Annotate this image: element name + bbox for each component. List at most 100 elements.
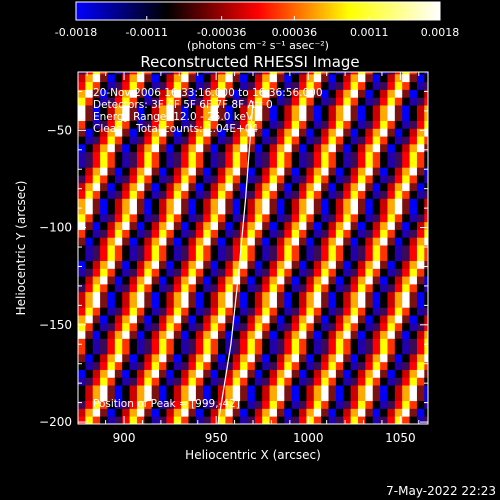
heatmap-cell [100, 89, 108, 98]
heatmap-cell [144, 213, 153, 223]
heatmap-cell [343, 392, 352, 402]
heatmap-cell [129, 190, 138, 199]
heatmap-cell [358, 369, 366, 378]
heatmap-cell [365, 73, 374, 83]
heatmap-cell [129, 245, 138, 254]
heatmap-cell [129, 159, 138, 168]
heatmap-cell [78, 416, 86, 424]
heatmap-cell [262, 315, 270, 324]
heatmap-cell [85, 330, 94, 339]
heatmap-cell [284, 361, 293, 370]
heatmap-cell [100, 143, 108, 153]
heatmap-cell [394, 198, 403, 207]
heatmap-cell [92, 198, 101, 207]
heatmap-cell [335, 229, 344, 238]
heatmap-cell [269, 182, 278, 192]
heatmap-cell [358, 408, 366, 417]
heatmap-cell [232, 105, 241, 114]
heatmap-cell [218, 182, 226, 192]
heatmap-cell [416, 190, 425, 199]
heatmap-cell [284, 143, 293, 153]
heatmap-cell [218, 73, 226, 83]
heatmap-cell [372, 105, 381, 114]
heatmap-cell [291, 346, 300, 355]
heatmap-cell [203, 322, 212, 332]
heatmap-cell [188, 206, 197, 215]
heatmap-cell [276, 97, 285, 106]
heatmap-cell [173, 237, 182, 246]
heatmap-cell [372, 128, 381, 137]
contour-line [217, 101, 254, 424]
heatmap-cell [136, 198, 145, 207]
heatmap-cell [210, 377, 219, 386]
heatmap-cell [291, 151, 300, 160]
heatmap-cell [343, 385, 352, 394]
heatmap-cell [159, 73, 167, 83]
heatmap-cell [409, 190, 418, 199]
heatmap-cell [166, 260, 175, 269]
heatmap-cell [181, 229, 189, 238]
heatmap-cell [284, 268, 293, 277]
heatmap-cell [85, 237, 94, 246]
heatmap-cell [247, 330, 256, 339]
y-tick-label: −100 [39, 221, 72, 235]
heatmap-cell [343, 338, 352, 347]
heatmap-cell [129, 299, 138, 308]
heatmap-cell [306, 346, 315, 355]
heatmap-cell [269, 190, 278, 199]
heatmap-cell [218, 151, 226, 160]
heatmap-cell [284, 229, 293, 238]
heatmap-cell [159, 245, 167, 254]
heatmap-cell [151, 120, 160, 129]
heatmap-cell [247, 252, 256, 262]
heatmap-cell [276, 353, 285, 363]
heatmap-cell [159, 97, 167, 106]
heatmap-cell [114, 408, 123, 417]
heatmap-cell [195, 252, 204, 262]
y-tick-label: −150 [39, 318, 72, 332]
heatmap-cell [276, 128, 285, 137]
heatmap-cell [166, 315, 175, 324]
heatmap-cell [291, 190, 300, 199]
heatmap-cell [195, 283, 204, 293]
heatmap-cell [85, 175, 94, 184]
heatmap-cell [380, 190, 388, 199]
heatmap-cell [380, 167, 388, 176]
heatmap-cell [188, 276, 197, 285]
heatmap-cell [291, 400, 300, 409]
heatmap-cell [232, 260, 241, 269]
heatmap-cell [195, 206, 204, 215]
heatmap-cell [409, 322, 418, 332]
heatmap-cell [195, 307, 204, 316]
heatmap-cell [350, 252, 359, 262]
heatmap-cell [195, 377, 204, 386]
heatmap-cell [195, 400, 204, 409]
heatmap-cell [291, 112, 300, 122]
heatmap-cell [166, 151, 175, 160]
heatmap-cell [173, 81, 182, 90]
heatmap-cell [114, 392, 123, 402]
heatmap-cell [210, 392, 219, 402]
heatmap-cell [136, 229, 145, 238]
heatmap-cell [85, 408, 94, 417]
heatmap-cell [188, 315, 197, 324]
heatmap-cell [335, 330, 344, 339]
heatmap-cell [365, 299, 374, 308]
heatmap-cell [365, 237, 374, 246]
heatmap-cell [387, 213, 396, 223]
heatmap-cell [114, 229, 123, 238]
heatmap-cell [218, 175, 226, 184]
heatmap-cell [380, 81, 388, 90]
heatmap-cell [321, 268, 329, 277]
heatmap-cell [284, 260, 293, 269]
heatmap-cell [240, 112, 248, 122]
heatmap-cell [129, 105, 138, 114]
heatmap-cell [107, 276, 116, 285]
heatmap-cell [350, 268, 359, 277]
heatmap-cell [78, 408, 86, 417]
heatmap-cell [350, 97, 359, 106]
heatmap-cell [416, 175, 425, 184]
heatmap-cell [100, 229, 108, 238]
heatmap-cell [181, 392, 189, 402]
heatmap-cell [181, 346, 189, 355]
